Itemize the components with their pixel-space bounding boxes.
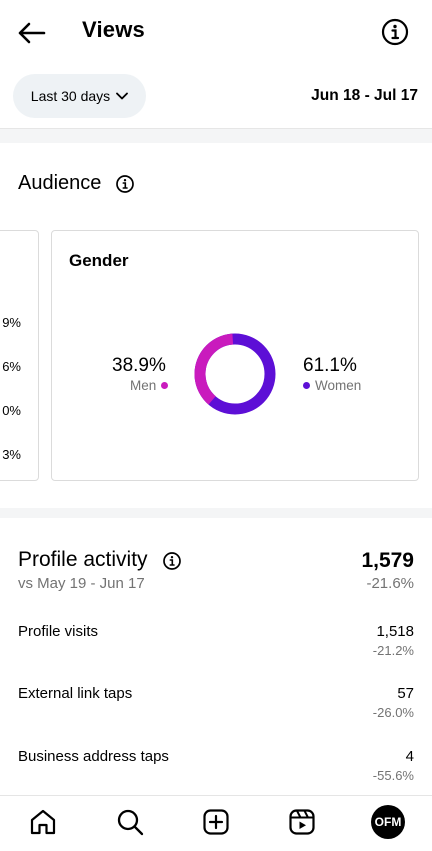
profile-activity-total: 1,579 <box>361 549 414 572</box>
women-legend: Women <box>303 378 361 393</box>
avatar-text: OFM <box>374 815 402 829</box>
audience-info-button[interactable] <box>115 174 135 194</box>
nav-reels-button[interactable] <box>287 807 317 837</box>
chevron-down-icon <box>116 92 129 100</box>
women-label: Women <box>315 378 362 393</box>
metric-change-business-address-taps: -55.6% <box>372 768 414 783</box>
metric-label-profile-visits: Profile visits <box>18 623 99 640</box>
audience-title: Audience <box>18 172 102 194</box>
info-circle-icon <box>163 552 181 570</box>
metric-value-business-address-taps: 4 <box>405 748 414 765</box>
women-dot-icon <box>303 382 310 389</box>
gender-donut-chart <box>194 333 276 415</box>
percentage: 6% <box>2 359 21 374</box>
metric-label-external-link-taps: External link taps <box>18 685 133 702</box>
date-range-dropdown[interactable]: Last 30 days <box>13 74 146 118</box>
profile-activity-change: -21.6% <box>366 575 414 592</box>
metric-change-profile-visits: -21.2% <box>372 643 414 658</box>
arrow-left-icon <box>18 22 46 44</box>
profile-activity-info-button[interactable] <box>162 551 182 571</box>
search-icon <box>117 809 144 836</box>
metric-value-external-link-taps: 57 <box>397 685 414 702</box>
info-circle-icon <box>381 18 409 46</box>
metric-change-external-link-taps: -26.0% <box>372 705 414 720</box>
create-icon <box>203 809 229 835</box>
divider <box>0 128 432 129</box>
nav-home-button[interactable] <box>28 807 58 837</box>
nav-profile-avatar[interactable]: OFM <box>371 805 405 839</box>
men-label: Men <box>130 378 157 393</box>
women-percentage: 61.1% <box>303 355 357 376</box>
comparison-period: vs May 19 - Jun 17 <box>18 575 145 592</box>
men-legend: Men <box>130 378 169 393</box>
men-percentage: 38.9% <box>112 355 166 376</box>
percentage: 9% <box>2 315 21 330</box>
home-icon <box>30 809 56 835</box>
percentage: 0% <box>2 403 21 418</box>
section-separator <box>0 508 432 518</box>
info-button[interactable] <box>380 17 410 47</box>
gender-card[interactable] <box>51 230 419 481</box>
nav-create-button[interactable] <box>201 807 231 837</box>
profile-activity-title: Profile activity <box>18 548 148 571</box>
gender-card-title: Gender <box>69 251 129 270</box>
nav-search-button[interactable] <box>115 807 145 837</box>
metric-label-business-address-taps: Business address taps <box>18 748 169 765</box>
date-range-label: Last 30 days <box>30 88 111 104</box>
back-button[interactable] <box>14 18 48 48</box>
date-range-text: Jun 18 - Jul 17 <box>311 87 418 104</box>
section-separator <box>0 129 432 143</box>
men-dot-icon <box>161 382 169 389</box>
metric-value-profile-visits: 1,518 <box>376 623 414 640</box>
audience-card-previous[interactable]: 9% 6% 0% 3% <box>0 230 39 481</box>
info-circle-icon <box>116 175 134 193</box>
donut-segment-men <box>194 333 276 415</box>
percentage: 3% <box>2 447 21 462</box>
reels-icon <box>289 809 315 835</box>
page-title: Views <box>82 17 145 42</box>
